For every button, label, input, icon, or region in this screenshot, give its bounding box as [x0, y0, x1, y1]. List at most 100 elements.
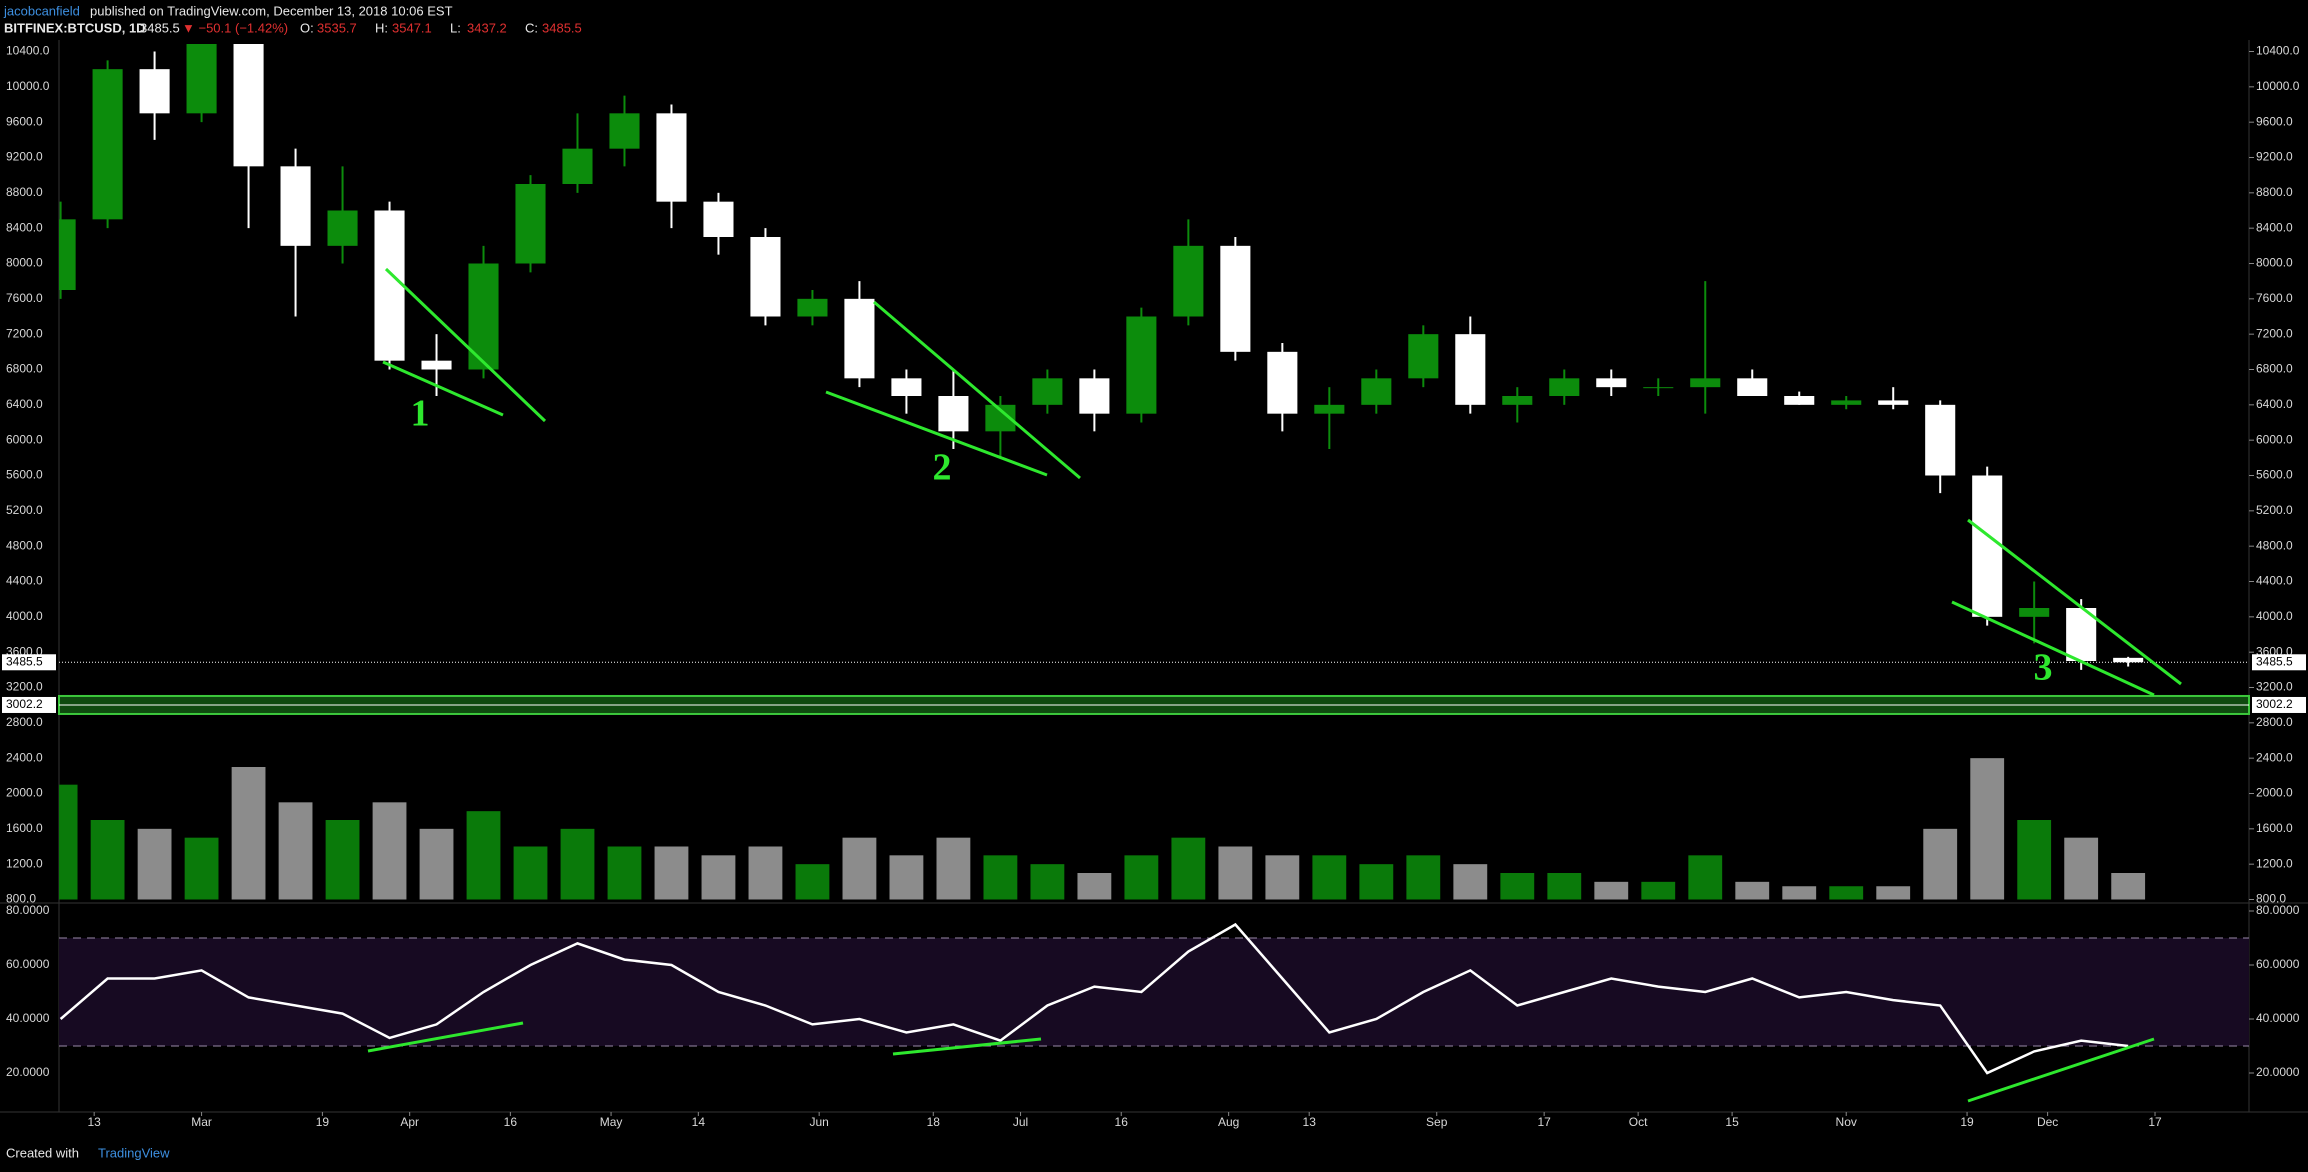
candle-body — [421, 360, 452, 370]
volume-bar — [1218, 846, 1253, 900]
volume-bar — [1970, 758, 2005, 900]
y-tick-label: 9600.0 — [6, 114, 43, 128]
volume-bar — [513, 846, 548, 900]
volume-bar — [748, 846, 783, 900]
volume-bar — [137, 828, 172, 900]
y-tick-label: 6400.0 — [6, 397, 43, 411]
y-tick-label: 80.0000 — [2256, 903, 2300, 917]
candle-body — [1549, 378, 1580, 396]
y-tick-label: 2800.0 — [2256, 715, 2293, 729]
x-tick-label: 17 — [2148, 1115, 2162, 1129]
y-tick-label: 6800.0 — [2256, 362, 2293, 376]
price-label: 3485.5 — [6, 654, 43, 668]
volume-bar — [1829, 886, 1864, 900]
y-tick-label: 7200.0 — [6, 326, 43, 340]
y-tick-label: 7600.0 — [6, 291, 43, 305]
y-tick-label: 20.0000 — [6, 1065, 50, 1079]
y-tick-label: 10400.0 — [2256, 44, 2300, 58]
x-tick-label: Mar — [191, 1115, 212, 1129]
volume-bar — [2111, 873, 2146, 900]
y-tick-label: 8800.0 — [6, 185, 43, 199]
last-price: 3485.5 — [140, 20, 180, 35]
trendline — [825, 390, 1048, 477]
ohlc-value: 3437.2 — [467, 20, 507, 35]
volume-bar — [1500, 873, 1535, 900]
x-tick-label: 19 — [316, 1115, 330, 1129]
y-tick-label: 9200.0 — [2256, 150, 2293, 164]
price-label-box — [2252, 696, 2306, 713]
volume-bar — [983, 855, 1018, 900]
candle-body — [186, 44, 217, 114]
ohlc-value: 3535.7 — [317, 20, 357, 35]
x-tick-label: 15 — [1725, 1115, 1739, 1129]
candle-body — [1690, 378, 1721, 388]
y-tick-label: 8400.0 — [6, 220, 43, 234]
y-tick-label: 800.0 — [6, 892, 36, 906]
candle-body — [1925, 404, 1956, 476]
volume-bar — [1171, 837, 1206, 900]
volume-bar — [1265, 855, 1300, 900]
volume-bar — [1406, 855, 1441, 900]
volume-bar — [2064, 837, 2099, 900]
x-tick-label: Oct — [1629, 1115, 1648, 1129]
x-tick-label: 17 — [1537, 1115, 1551, 1129]
y-tick-label: 2800.0 — [6, 715, 43, 729]
x-tick-label: Aug — [1218, 1115, 1239, 1129]
y-tick-label: 5600.0 — [2256, 468, 2293, 482]
rsi-line — [59, 922, 2129, 1075]
y-tick-label: 5600.0 — [6, 468, 43, 482]
y-tick-label: 4800.0 — [6, 538, 43, 552]
y-tick-label: 4400.0 — [2256, 574, 2293, 588]
trendline — [1967, 518, 2182, 686]
y-tick-label: 8000.0 — [6, 256, 43, 270]
x-tick-label: Sep — [1426, 1115, 1448, 1129]
candle-body — [938, 396, 969, 432]
ohlc-value: 3485.5 — [542, 20, 582, 35]
candle-body — [280, 166, 311, 246]
x-tick-label: Dec — [2037, 1115, 2058, 1129]
volume-bar — [466, 811, 501, 900]
candle-body — [1314, 404, 1345, 414]
y-tick-label: 10000.0 — [2256, 79, 2300, 93]
candle-body — [750, 237, 781, 317]
volume-bar — [1547, 873, 1582, 900]
candle-body — [1596, 378, 1627, 388]
x-tick-label: 19 — [1960, 1115, 1974, 1129]
author[interactable]: jacobcanfield — [3, 3, 80, 18]
candle-body — [2113, 657, 2144, 663]
price-label: 3002.2 — [2256, 697, 2293, 711]
y-tick-label: 8400.0 — [2256, 220, 2293, 234]
price-pane — [59, 44, 2146, 900]
y-tick-label: 9600.0 — [2256, 114, 2293, 128]
candle-body — [374, 210, 405, 361]
trendline — [382, 360, 504, 417]
candle-body — [703, 201, 734, 237]
y-tick-label: 6000.0 — [2256, 432, 2293, 446]
y-tick-label: 3200.0 — [2256, 680, 2293, 694]
trendline — [384, 267, 547, 423]
rsi-band — [59, 938, 2249, 1046]
volume-bar — [795, 864, 830, 900]
rsi-pane — [59, 922, 2249, 1075]
ohlc-label: L: — [450, 20, 461, 35]
volume-bar — [1782, 886, 1817, 900]
volume-bar — [325, 820, 360, 900]
volume-bar — [1688, 855, 1723, 900]
candle-body — [233, 44, 264, 167]
y-tick-label: 80.0000 — [6, 903, 50, 917]
volume-bar — [90, 820, 125, 900]
symbol: BITFINEX:BTCUSD, 1D — [4, 20, 146, 35]
trendline — [1951, 600, 2155, 697]
footer-brand[interactable]: TradingView — [98, 1145, 170, 1160]
annotation: 1 — [411, 393, 430, 435]
price-label-box — [2252, 654, 2306, 671]
candle-body — [797, 298, 828, 317]
candle-body — [1126, 316, 1157, 414]
y-tick-label: 1200.0 — [6, 856, 43, 870]
candle-body — [1784, 396, 1815, 405]
y-tick-label: 6800.0 — [6, 362, 43, 376]
price-label: 3002.2 — [6, 697, 43, 711]
candle-body — [609, 113, 640, 149]
trendline — [892, 1037, 1042, 1056]
candle-body — [515, 184, 546, 264]
